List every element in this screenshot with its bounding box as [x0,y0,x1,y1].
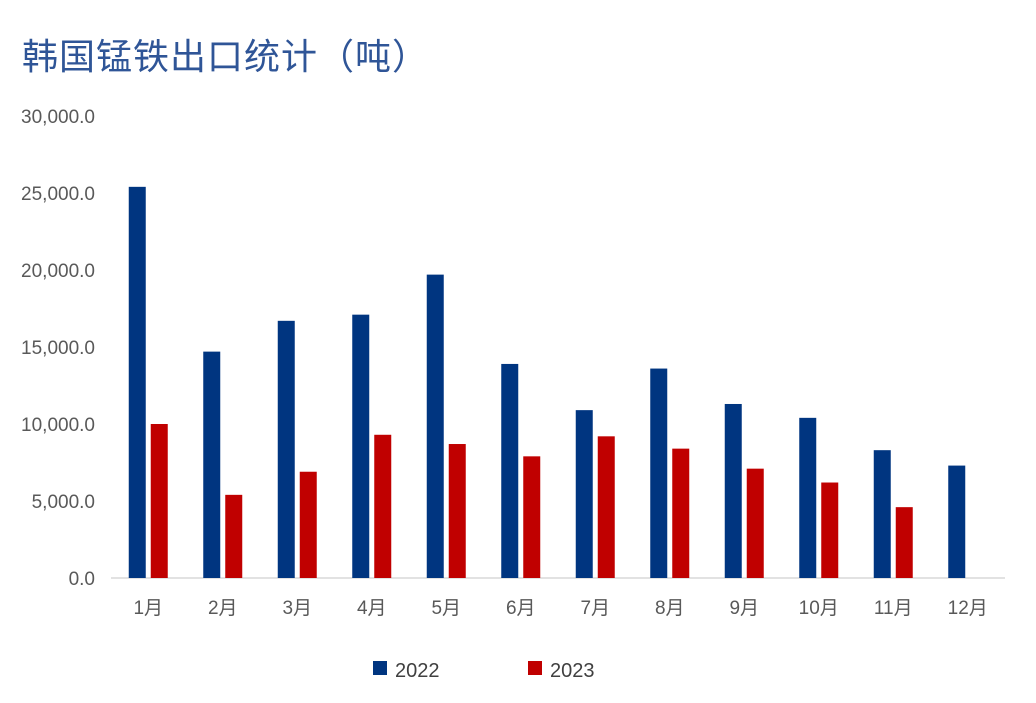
x-tick-label: 2月 [208,598,238,619]
bar-2022-11 [873,450,891,578]
bar-2022-9 [724,403,742,578]
x-tick-label: 10月 [799,598,839,619]
bar-2022-2 [203,351,221,578]
bar-2022-3 [277,320,295,578]
bar-2023-3 [299,471,317,578]
y-tick-label: 25,000.0 [21,184,95,205]
bar-2022-4 [352,314,370,578]
bar-2023-10 [821,482,839,578]
x-tick-label: 7月 [580,598,610,619]
x-tick-label: 1月 [133,598,163,619]
x-tick-label: 8月 [655,598,685,619]
y-tick-label: 20,000.0 [21,261,95,282]
bar-2022-7 [575,410,593,578]
bar-2023-4 [374,434,392,578]
bar-2023-1 [150,424,168,578]
y-tick-label: 0.0 [69,569,95,590]
legend-swatch-2023 [528,661,542,675]
bar-2023-11 [895,507,913,578]
x-tick-label: 4月 [357,598,387,619]
y-tick-label: 15,000.0 [21,338,95,359]
bar-2022-6 [501,363,519,578]
bar-2023-7 [597,436,615,578]
x-tick-label: 9月 [729,598,759,619]
bar-2023-5 [448,444,466,578]
bar-2023-6 [523,456,541,578]
bar-2022-5 [426,274,444,578]
x-tick-label: 11月 [874,598,913,619]
bar-2023-8 [672,448,690,578]
bar-2022-8 [650,368,668,578]
bar-2022-10 [799,417,817,578]
legend: 2022 2023 [373,660,595,682]
bars [128,186,966,578]
legend-label: 2023 [550,660,595,682]
bar-2022-1 [128,186,146,578]
x-tick-label: 6月 [506,598,536,619]
x-axis-ticks: 1月 2月 3月 4月 5月 6月 7月 8月 9月 10月 11月 12月 [133,598,987,619]
bar-2022-12 [948,465,966,578]
legend-label: 2022 [395,660,440,682]
y-tick-label: 30,000.0 [21,107,95,128]
y-tick-label: 5,000.0 [32,492,95,513]
x-tick-label: 5月 [431,598,461,619]
legend-swatch-2022 [373,661,387,675]
bar-2023-9 [746,468,764,578]
x-tick-label: 3月 [282,598,312,619]
y-tick-label: 10,000.0 [21,415,95,436]
chart-title: 韩国锰铁出口统计（吨） [22,37,430,78]
bar-2023-2 [225,494,243,578]
x-tick-label: 12月 [948,598,988,619]
y-axis-ticks: 0.0 5,000.0 10,000.0 15,000.0 20,000.0 25,000… [21,107,95,590]
